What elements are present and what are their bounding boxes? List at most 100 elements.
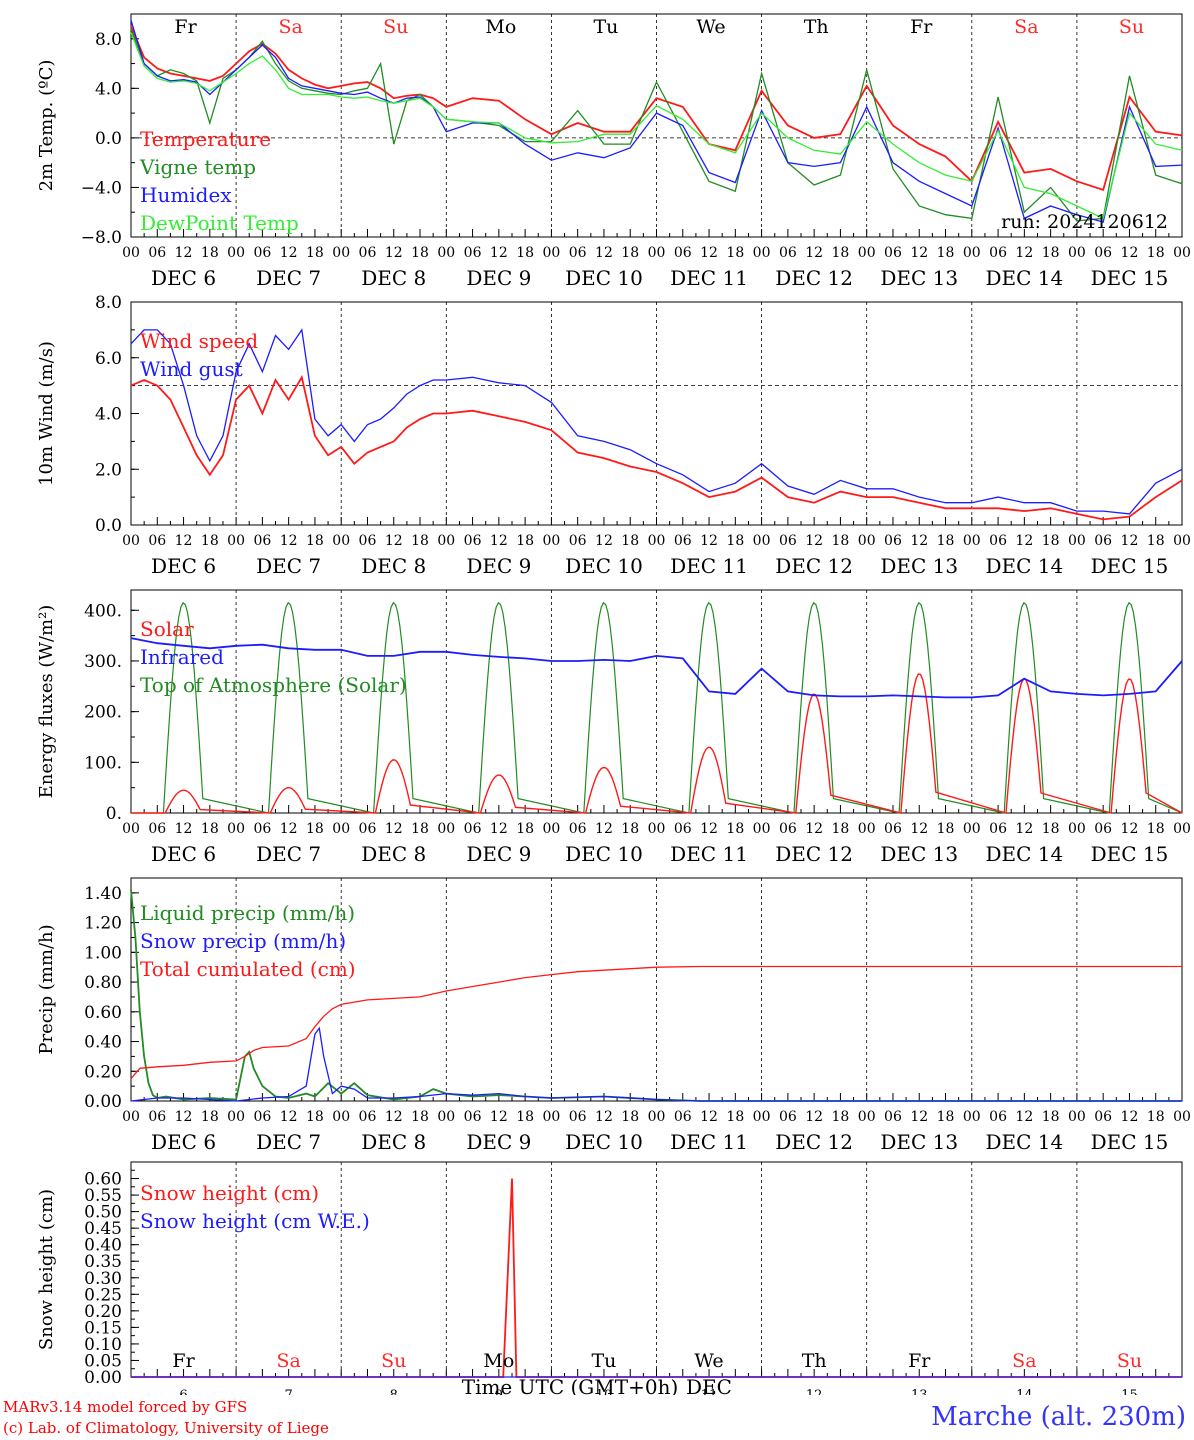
day-abbr: Mo xyxy=(485,16,516,38)
panel2-hour-label: 06 xyxy=(569,533,587,549)
panel1-hour-label: 18 xyxy=(621,245,639,261)
panel2-date-label: DEC 15 xyxy=(1091,554,1169,578)
panel5-ytick-label: 0.35 xyxy=(84,1252,122,1272)
panel1-ylabel: 2m Temp. (ºC) xyxy=(36,60,57,192)
panel4-ytick-label: 0.20 xyxy=(84,1062,122,1082)
panel2-hour-label: 00 xyxy=(122,533,140,549)
panel1-date-label: DEC 9 xyxy=(466,266,531,290)
panel4-date-label: DEC 15 xyxy=(1091,1130,1169,1154)
panel3-hour-label: 12 xyxy=(1121,821,1139,837)
panel4-date-label: DEC 6 xyxy=(151,1130,216,1154)
panel3-date-label: DEC 8 xyxy=(361,842,426,866)
panel1-hour-label: 18 xyxy=(201,245,219,261)
panel1-hour-label: 12 xyxy=(175,245,193,261)
panel1-hour-label: 00 xyxy=(1068,245,1086,261)
panel4-hour-label: 12 xyxy=(175,1109,193,1125)
panel3-hour-label: 00 xyxy=(227,821,245,837)
panel3-hour-label: 06 xyxy=(148,821,166,837)
panel3-date-label: DEC 15 xyxy=(1091,842,1169,866)
panel4-hour-label: 12 xyxy=(1015,1109,1033,1125)
panel1-hour-label: 18 xyxy=(1147,245,1165,261)
panel4-legend-entry: Liquid precip (mm/h) xyxy=(140,901,355,925)
panel3-date-label: DEC 11 xyxy=(670,842,748,866)
panel1-hour-label: 06 xyxy=(674,245,692,261)
panel3-hour-label: 06 xyxy=(464,821,482,837)
panel5-ytick-label: 0.45 xyxy=(84,1219,122,1239)
lab-credit: (c) Lab. of Climatology, University of L… xyxy=(3,1419,329,1437)
panel4-hour-label: 06 xyxy=(253,1109,271,1125)
panel4-series-line xyxy=(130,965,1182,1080)
panel1-hour-label: 12 xyxy=(280,245,298,261)
panel2-ytick-label: 0.0 xyxy=(95,516,122,536)
panel5-ytick-label: 0.00 xyxy=(84,1368,122,1388)
panel4-hour-label: 06 xyxy=(464,1109,482,1125)
panel4-hour-label: 00 xyxy=(963,1109,981,1125)
panel3-hour-label: 06 xyxy=(569,821,587,837)
panel1-date-label: DEC 15 xyxy=(1091,266,1169,290)
panel2-ytick-label: 2.0 xyxy=(95,460,122,480)
panel3-hour-label: 00 xyxy=(858,821,876,837)
panel1-date-label: DEC 7 xyxy=(256,266,321,290)
panel1-ytick-label: 4.0 xyxy=(95,79,122,99)
panel2-hour-label: 00 xyxy=(542,533,560,549)
panel1-hour-label: 06 xyxy=(253,245,271,261)
day-abbr: Sa xyxy=(1014,16,1038,38)
panel1-date-label: DEC 8 xyxy=(361,266,426,290)
panel3-date-label: DEC 10 xyxy=(565,842,643,866)
panel4-hour-label: 18 xyxy=(1147,1109,1165,1125)
panel1-date-label: DEC 12 xyxy=(775,266,853,290)
panel4-hour-label: 06 xyxy=(1094,1109,1112,1125)
panel2-hour-label: 00 xyxy=(332,533,350,549)
panel2-hour-label: 18 xyxy=(411,533,429,549)
panel2-frame xyxy=(130,301,1183,526)
panel5-ytick-label: 0.60 xyxy=(84,1170,122,1190)
panel2-date-label: DEC 9 xyxy=(466,554,531,578)
panel1-ytick-label: −4.0 xyxy=(81,178,122,198)
panel4-legend-entry: Total cumulated (cm) xyxy=(140,957,356,981)
panel1-hour-label: 18 xyxy=(1042,245,1060,261)
x-axis-month: DEC xyxy=(686,1375,732,1395)
panel1-hour-label: 12 xyxy=(490,245,508,261)
panel4-date-label: DEC 13 xyxy=(880,1130,958,1154)
panel5-ylabel: Snow height (cm) xyxy=(36,1189,57,1350)
panel1-legend-entry: Humidex xyxy=(140,183,232,207)
panel4-hour-label: 06 xyxy=(569,1109,587,1125)
panel2-hour-label: 18 xyxy=(201,533,219,549)
panel4-ytick-label: 1.00 xyxy=(84,943,122,963)
panel3-hour-label: 12 xyxy=(385,821,403,837)
panel2-hour-label: 00 xyxy=(1173,533,1191,549)
toa-solar-line xyxy=(131,601,1183,814)
panel5-legend-entry: Snow height (cm) xyxy=(140,1181,319,1205)
panel5-legend-entry: Snow height (cm W.E.) xyxy=(140,1209,370,1233)
panel4-hour-label: 12 xyxy=(490,1109,508,1125)
panel3-ytick-label: 200. xyxy=(84,703,122,723)
panel4-hour-label: 12 xyxy=(700,1109,718,1125)
day-abbr: Fr xyxy=(910,16,933,38)
panel4-hour-label: 06 xyxy=(989,1109,1007,1125)
bottom-day-number: 11 xyxy=(701,1388,718,1395)
panel3-hour-label: 06 xyxy=(253,821,271,837)
panel4-hour-label: 06 xyxy=(779,1109,797,1125)
panel1-series-line xyxy=(130,32,1183,220)
bottom-day-number: 14 xyxy=(1016,1388,1033,1395)
panel4-hour-label: 00 xyxy=(542,1109,560,1125)
meteogram: −8.0 −4.0 0.0 4.0 8.0 2m Temp. (ºC) Temperatur… xyxy=(36,13,1191,1395)
panel5-ytick-label: 0.50 xyxy=(84,1203,122,1223)
panel3-hour-label: 12 xyxy=(175,821,193,837)
panel1-series-line xyxy=(130,26,1183,192)
panel1-hour-label: 12 xyxy=(700,245,718,261)
panel4-hour-label: 12 xyxy=(910,1109,928,1125)
panel4-hour-label: 06 xyxy=(884,1109,902,1125)
panel2-hour-label: 06 xyxy=(148,533,166,549)
bottom-day-number: 7 xyxy=(285,1388,293,1395)
panel4-date-label: DEC 10 xyxy=(565,1130,643,1154)
panel1-legend-entry: DewPoint Temp xyxy=(140,211,299,235)
panel2-hour-label: 06 xyxy=(884,533,902,549)
panel3-date-label: DEC 14 xyxy=(985,842,1063,866)
panel2-date-label: DEC 7 xyxy=(256,554,321,578)
run-label: run: 2024120612 xyxy=(1001,211,1168,233)
panel3-hour-label: 18 xyxy=(201,821,219,837)
panel4-hour-label: 18 xyxy=(411,1109,429,1125)
panel4-ytick-label: 0.80 xyxy=(84,973,122,993)
bottom-day-abbr: Sa xyxy=(276,1350,300,1372)
